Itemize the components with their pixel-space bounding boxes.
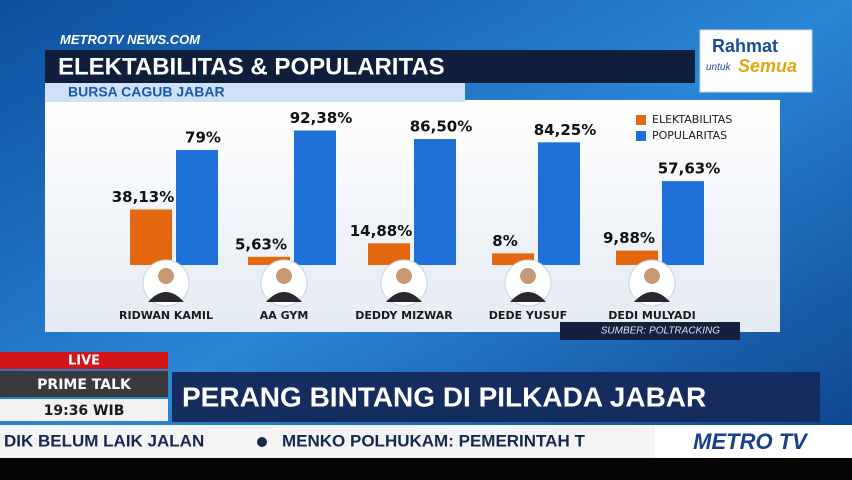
- legend-swatch: [636, 131, 646, 141]
- bar: [492, 253, 534, 265]
- bar: [538, 142, 580, 265]
- chart-title: ELEKTABILITAS & POPULARITAS: [58, 53, 445, 80]
- ticker-item: MENKO POLHUKAM: PEMERINTAH T: [282, 431, 585, 450]
- value-label: 38,13%: [112, 188, 174, 206]
- title-bar: [45, 50, 695, 83]
- slogan-badge: [699, 29, 813, 93]
- portrait-head: [396, 268, 412, 284]
- bar: [176, 149, 218, 265]
- bottom-strip: [0, 458, 852, 480]
- value-label: 79%: [185, 128, 221, 146]
- value-label: 9,88%: [603, 229, 655, 247]
- source-bar: [560, 322, 740, 340]
- x-tick-label: DEDE YUSUF: [489, 309, 567, 322]
- value-label: 14,88%: [350, 222, 412, 240]
- legend-label: POPULARITAS: [652, 129, 727, 142]
- live: LIVE: [68, 354, 100, 369]
- value-label: 86,50%: [410, 118, 472, 136]
- value-label: 92,38%: [290, 109, 352, 127]
- value-label: 5,63%: [235, 235, 287, 253]
- program: PRIME TALK: [37, 377, 132, 393]
- subtitle-bar: [45, 83, 465, 102]
- program-box: [0, 371, 168, 397]
- x-tick-label: DEDI MULYADI: [608, 309, 696, 322]
- bar: [368, 243, 410, 265]
- legend-label: ELEKTABILITAS: [652, 113, 732, 126]
- portrait-head: [644, 268, 660, 284]
- bar: [662, 181, 704, 265]
- bar: [294, 130, 336, 265]
- source: SUMBER: POLTRACKING: [601, 326, 720, 337]
- slogan-mid: untuk: [706, 62, 731, 73]
- slogan-bottom: Semua: [738, 56, 797, 76]
- portrait-body: [634, 292, 670, 302]
- channel-logo: METROTV NEWS.COM: [60, 32, 201, 47]
- portrait-body: [510, 292, 546, 302]
- x-tick-label: DEDDY MIZWAR: [355, 309, 453, 322]
- time: 19:36 WIB: [44, 403, 125, 419]
- slogan-top: Rahmat: [712, 36, 778, 56]
- x-tick-label: AA GYM: [260, 309, 309, 322]
- chart-subtitle: BURSA CAGUB JABAR: [68, 84, 225, 100]
- x-tick-label: RIDWAN KAMIL: [119, 309, 213, 322]
- bar: [130, 209, 172, 265]
- ticker-item: DIK BELUM LAIK JALAN: [4, 431, 204, 450]
- bar: [414, 139, 456, 265]
- portrait-body: [386, 292, 422, 302]
- portrait-body: [148, 292, 184, 302]
- portrait-head: [520, 268, 536, 284]
- live-box: [0, 352, 168, 369]
- ticker-dot: [257, 437, 267, 447]
- legend-swatch: [636, 115, 646, 125]
- bar: [248, 256, 290, 265]
- portrait-head: [158, 268, 174, 284]
- headline: PERANG BINTANG DI PILKADA JABAR: [182, 381, 706, 412]
- value-label: 84,25%: [534, 121, 596, 139]
- portrait-body: [266, 292, 302, 302]
- value-label: 57,63%: [658, 160, 720, 178]
- logo-box: [655, 425, 852, 458]
- bar-chart: 38,13% 79% RIDWAN KAMIL 5,63% 92,38% AA GYM 14…: [112, 109, 733, 322]
- metro-logo: METRO TV: [693, 429, 809, 454]
- portrait-head: [276, 268, 292, 284]
- time-box: [0, 399, 168, 421]
- headline-bar: [172, 372, 820, 422]
- value-label: 8%: [492, 232, 517, 250]
